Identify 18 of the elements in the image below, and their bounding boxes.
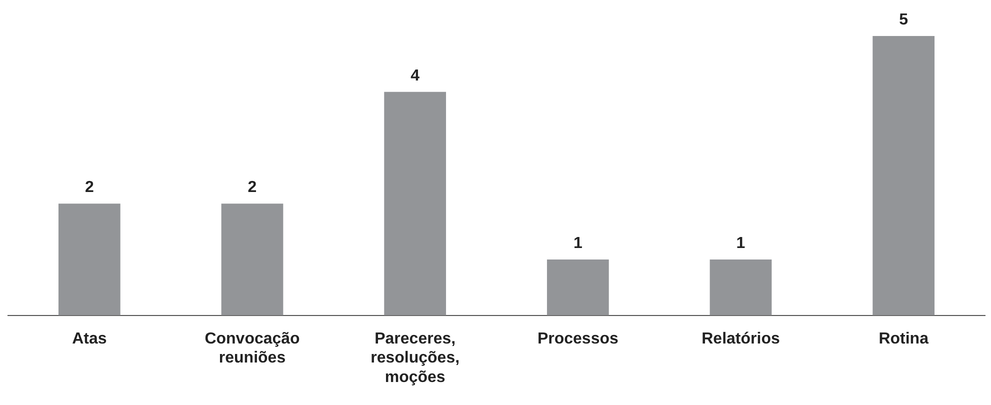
data-label: 5 — [899, 11, 908, 28]
data-label: 1 — [573, 234, 582, 252]
x-tick-label: Atas — [72, 330, 107, 348]
bar — [872, 36, 935, 316]
data-label: 4 — [410, 67, 420, 84]
x-tick-label: Pareceres, resoluções, moções — [370, 330, 460, 386]
x-tick-label: Rotina — [878, 330, 929, 348]
data-label: 2 — [84, 179, 94, 196]
bar — [221, 204, 284, 316]
bar — [58, 204, 120, 316]
bar — [384, 92, 446, 316]
x-tick-label: Processos — [537, 330, 618, 348]
x-tick-label: Convocação reuniões — [204, 330, 300, 367]
bar — [710, 260, 772, 316]
data-label: 1 — [736, 234, 746, 252]
bar — [546, 260, 609, 316]
data-label: 2 — [248, 179, 257, 196]
x-tick-label: Relatórios — [702, 330, 780, 348]
